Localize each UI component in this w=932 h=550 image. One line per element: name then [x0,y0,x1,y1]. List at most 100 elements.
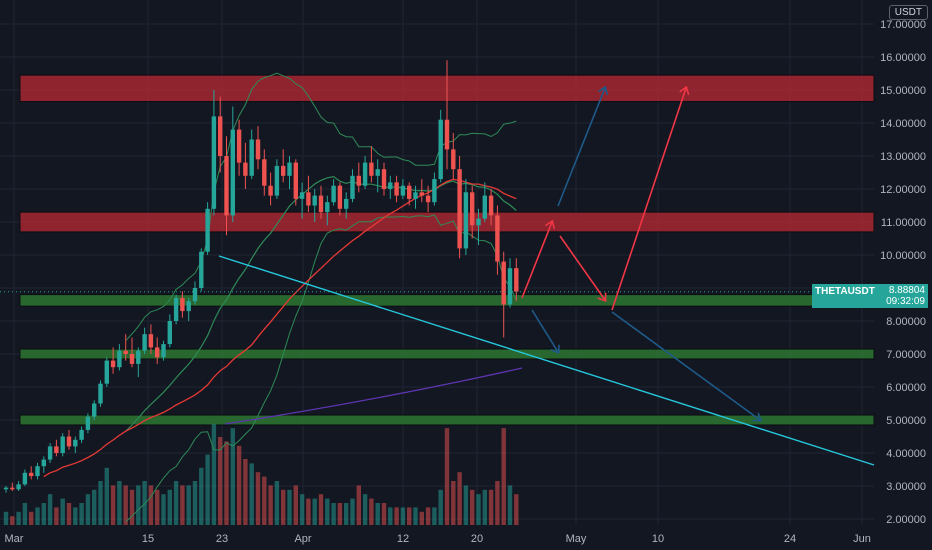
candle-body [255,139,261,160]
candle-body [85,416,91,430]
candle-body [35,466,40,477]
candle-body [394,182,399,196]
candle-body [287,162,292,176]
support-zone [19,348,875,360]
volume-bar [35,507,40,525]
volume-bar [306,498,311,525]
candle-body [400,185,406,196]
bollinger-lower-line [125,214,517,523]
candle-body [117,350,122,368]
ma200-line [224,367,523,425]
candle-body [362,162,368,186]
volume-bar [362,494,368,525]
volume-bar [180,485,185,525]
volume-bar [155,489,160,525]
volume-bar [173,481,179,525]
volume-bar [41,503,46,525]
candle-body [199,251,204,288]
volume-bar [54,507,59,525]
volume-bar [369,498,374,525]
volume-bar [92,489,97,525]
forecast-arrow-blue-down-2 [611,311,760,420]
time-tick-label: 15 [142,533,154,545]
candle-body [186,301,191,312]
candle-body [476,218,481,226]
price-tick-label: 2.00000 [886,514,926,526]
volume-bar [482,489,487,525]
volume-bar [350,498,355,525]
indicator-layer [43,72,523,523]
candle-body [281,165,286,176]
candle-body [337,185,343,209]
volume-bar [514,494,519,525]
volume-bar [425,507,431,525]
volume-bar [10,516,15,525]
candle-body [369,162,374,176]
volume-bar [211,423,217,525]
candle-body [268,185,273,196]
volume-bar [451,481,456,525]
candle-body [470,192,475,226]
volume-bar [299,494,305,525]
volume-bar [167,489,172,525]
volume-bar [123,485,128,525]
volume-bar [287,489,292,525]
bollinger-upper-line [125,72,517,342]
candle-body [356,175,361,186]
candle-body [312,195,317,206]
forecast-arrow-blue-up [557,88,605,207]
volume-bar [356,485,361,525]
volume-bar [3,511,9,525]
volume-bar [293,485,298,525]
price-axis[interactable]: 2.00000 3.00000 4.00000 5.00000 6.00000 7.000… [880,19,926,526]
last-price-label: THETAUSDT 8.88804 09:32:09 [812,284,928,308]
candle-body [73,439,78,447]
candle-body [350,175,355,199]
volume-bar [381,503,387,525]
candle-body [488,195,494,216]
volume-bar [218,437,223,525]
volume-bar [274,481,280,525]
candle-body [495,215,500,262]
candle-body [161,344,166,358]
quote-currency-badge[interactable]: USDT [888,5,928,20]
volume-bar [230,428,235,525]
volume-bar [79,503,84,525]
ma20-line [125,175,517,432]
volume-bar [413,507,418,525]
volume-bar [192,481,198,525]
candle-body [419,192,424,196]
candle-body [205,208,210,252]
time-tick-label: 10 [652,533,664,545]
candle-body [29,472,34,477]
volume-bar [22,503,28,525]
candle-body [236,129,242,163]
volume-bar [400,507,406,525]
candle-body [148,334,154,348]
time-tick-label: 24 [784,533,796,545]
candle-body [173,297,179,321]
candle-body [262,159,267,186]
candle-body [92,403,97,417]
candle-body [306,192,311,206]
support-zone [19,294,875,307]
volume-bar [243,459,248,525]
candle-body [507,268,513,305]
candle-body [54,446,59,453]
volume-layer [3,423,519,525]
candle-body [16,484,21,490]
candle-body [438,119,443,180]
candle-body [155,347,160,358]
time-axis[interactable]: Mar 15 23 Apr 12 20 May 10 24 Jun [5,533,871,545]
bar-countdown: 09:32:09 [886,296,925,307]
volume-bar [199,467,204,525]
candle-body [218,116,223,156]
volume-bar [268,485,273,525]
volume-bar [66,503,72,525]
volume-bar [331,503,336,525]
candle-body [180,297,185,312]
price-tick-label: 7.00000 [886,349,926,361]
forecast-arrow-blue-down-1 [531,309,558,352]
ma50-line [43,178,517,478]
